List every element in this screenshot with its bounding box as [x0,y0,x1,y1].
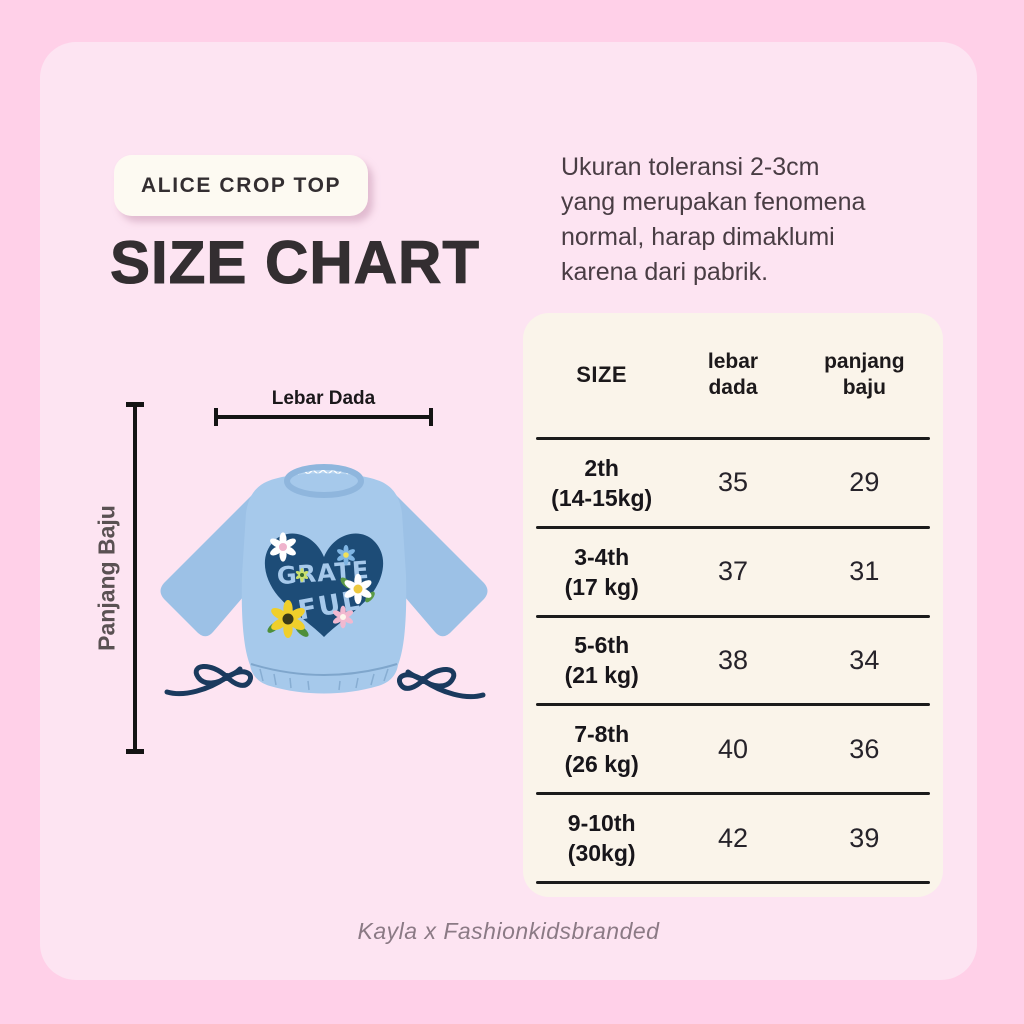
dimension-stem [218,415,429,419]
note-line: Ukuran toleransi 2-3cm [561,153,820,181]
left-bow [164,664,253,697]
note-line: normal, harap dimaklumi [561,223,835,251]
lebar-dada-value: 35 [717,467,749,498]
panjang-baju-value: 31 [849,556,880,587]
body-length-dimension-line [126,402,144,754]
hem-gathering [250,663,398,691]
chest-width-dimension-line [214,408,433,426]
size-cell: 3-4th (17 kg) [564,543,639,600]
table-divider [536,792,930,796]
page-title: SIZE CHART [110,229,480,297]
lebar-dada-value: 42 [717,822,749,853]
dimension-endcap [214,408,218,426]
panjang-baju-value: 29 [849,467,880,498]
panjang-baju-value: 34 [849,644,880,675]
table-row: 9-10th (30kg) 42 39 [536,795,930,881]
white-daisy-pink-center [268,532,298,562]
note-line: karena dari pabrik. [561,258,769,286]
col-header-lebar-dada: lebar dada [707,350,759,399]
size-cell: 7-8th (26 kg) [564,721,639,778]
table-row: 5-6th (21 kg) 38 34 [536,618,930,704]
table-divider [536,703,930,707]
flower-decorations [267,532,375,639]
size-cell: 5-6th (21 kg) [564,632,639,689]
product-name-badge: ALICE CROP TOP [114,155,369,216]
table-divider [536,880,930,884]
table-divider [536,614,930,618]
small-green-flower [295,568,309,582]
table-row: 3-4th (17 kg) 37 31 [536,529,930,615]
size-table: SIZE lebar dada panjang baju 2th (14-15k… [523,313,943,897]
lebar-dada-value: 38 [717,644,749,675]
white-daisy-yellow-center [340,573,375,605]
blue-flower [335,544,357,566]
yellow-sunflower [267,599,309,639]
tshirt-illustration: GRATE FUL [160,464,488,700]
tshirt-collar [284,464,364,498]
col-header-panjang-baju: panjang baju [824,350,905,399]
product-name-label: ALICE CROP TOP [141,173,342,197]
table-bottom-padding [536,884,930,897]
body-length-label: Panjang Baju [93,505,120,651]
brand-credit: Kayla x Fashionkidsbranded [357,918,660,944]
lebar-dada-value: 40 [717,733,749,764]
lebar-dada-value: 37 [717,556,749,587]
size-cell: 9-10th (30kg) [567,810,636,867]
dimension-stem [133,407,137,749]
table-divider [536,525,930,529]
pink-flower [331,605,355,629]
dimension-endcap [429,408,433,426]
size-table-header: SIZE lebar dada panjang baju [536,313,930,437]
col-header-size: SIZE [576,362,628,387]
table-divider [536,437,930,440]
dimension-endcap [126,402,144,407]
dimension-endcap [126,749,144,754]
panjang-baju-value: 36 [849,733,880,764]
size-cell: 2th (14-15kg) [551,454,653,511]
table-row: 2th (14-15kg) 35 29 [536,440,930,526]
right-bow [397,667,486,700]
chest-width-label: Lebar Dada [271,388,376,409]
tolerance-note: Ukuran toleransi 2-3cm yang merupakan fe… [561,150,951,290]
table-row: 7-8th (26 kg) 40 36 [536,706,930,792]
note-line: yang merupakan fenomena [561,188,866,216]
drawstring-bows [164,664,486,700]
panjang-baju-value: 39 [849,822,880,853]
